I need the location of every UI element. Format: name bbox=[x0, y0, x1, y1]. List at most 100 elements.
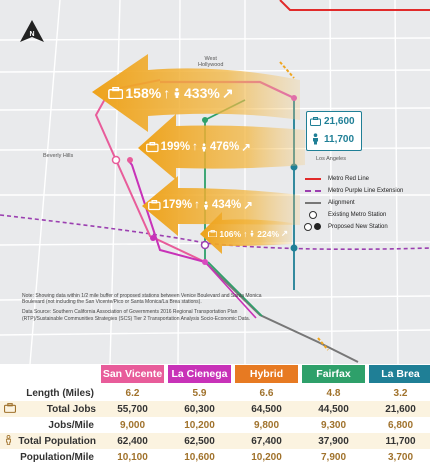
table-cell: 67,400 bbox=[251, 435, 282, 447]
person-icon bbox=[202, 143, 206, 152]
svg-text:N: N bbox=[29, 31, 34, 38]
table-cell: 3.2 bbox=[393, 387, 408, 399]
la-brea-population: 11,700 bbox=[324, 133, 355, 145]
row-label-text: Total Jobs bbox=[46, 403, 96, 415]
person-icon bbox=[250, 230, 254, 237]
table-row: Population/Mile 10,100 10,600 10,200 7,900 3,… bbox=[0, 449, 430, 465]
briefcase-icon bbox=[208, 229, 218, 238]
legend-item: Existing Metro Station bbox=[304, 209, 428, 221]
briefcase-icon bbox=[148, 200, 161, 211]
legend-purple-icon bbox=[304, 186, 322, 196]
map-legend: Metro Red Line Metro Purple Line Extensio… bbox=[304, 173, 428, 233]
briefcase-icon bbox=[4, 402, 16, 416]
metro-purple-line bbox=[0, 214, 430, 251]
person-icon bbox=[4, 434, 13, 449]
up-arrow-icon: ↑ bbox=[163, 85, 171, 102]
table-cell: 3,700 bbox=[387, 451, 414, 463]
up-arrow-icon: ↑ bbox=[192, 141, 198, 154]
row-label: Total Population bbox=[4, 433, 96, 449]
callout-3: 106% ↑ 224% ↗ bbox=[208, 228, 288, 239]
callout-jobs-pct: 158% bbox=[125, 85, 162, 102]
column-header: Fairfax bbox=[302, 365, 365, 383]
table-cell: 6.6 bbox=[259, 387, 274, 399]
table-cell: 10,600 bbox=[184, 451, 215, 463]
up-arrow-icon: ↗ bbox=[241, 142, 251, 155]
row-label: Total Jobs bbox=[4, 401, 96, 417]
legend-item: Metro Red Line bbox=[304, 173, 428, 185]
row-label: Length (Miles) bbox=[26, 387, 94, 399]
north-arrow-icon: N bbox=[18, 18, 46, 51]
table-cell: 9,000 bbox=[119, 419, 146, 431]
table-cell: 7,900 bbox=[320, 451, 347, 463]
callout-1: 199% ↑ 476% ↗ bbox=[146, 140, 251, 155]
comparison-table: San Vicente La Cienega Hybrid Fairfax La Bre… bbox=[0, 365, 430, 464]
legend-label: Alignment bbox=[328, 200, 355, 206]
briefcase-icon bbox=[310, 116, 321, 126]
up-arrow-icon: ↑ bbox=[243, 228, 248, 239]
place-beverly-hills: Beverly Hills bbox=[43, 153, 74, 159]
table-cell: 62,400 bbox=[117, 435, 148, 447]
table-cell: 37,900 bbox=[318, 435, 349, 447]
row-band bbox=[0, 401, 430, 417]
table-cell: 62,500 bbox=[184, 435, 215, 447]
legend-item: Proposed New Station bbox=[304, 221, 428, 233]
table-cell: 64,500 bbox=[251, 403, 282, 415]
table-cell: 5.9 bbox=[192, 387, 207, 399]
table-cell: 6.2 bbox=[125, 387, 140, 399]
legend-ring-icon bbox=[304, 210, 322, 220]
up-arrow-icon: ↑ bbox=[194, 199, 200, 212]
column-header: Hybrid bbox=[235, 365, 298, 383]
table-row: Total Jobs 55,700 60,300 64,500 44,500 21,600 bbox=[0, 401, 430, 417]
stations bbox=[111, 95, 298, 265]
row-label: Population/Mile bbox=[20, 451, 94, 463]
up-arrow-icon: ↗ bbox=[281, 228, 289, 239]
table-cell: 44,500 bbox=[318, 403, 349, 415]
callout-pop-pct: 434% bbox=[211, 199, 242, 212]
callout-2: 179% ↑ 434% ↗ bbox=[148, 198, 253, 213]
briefcase-icon bbox=[146, 142, 159, 153]
place-west-hollywood: West Hollywood bbox=[198, 56, 224, 68]
legend-gray-icon bbox=[304, 198, 322, 208]
table-cell: 10,200 bbox=[184, 419, 215, 431]
person-icon bbox=[313, 133, 318, 145]
legend-red-icon bbox=[304, 174, 322, 184]
legend-item: Alignment bbox=[304, 197, 428, 209]
callout-pop-pct: 476% bbox=[209, 141, 240, 154]
callout-jobs-pct: 179% bbox=[162, 199, 193, 212]
source-text: Data Source: Southern California Associa… bbox=[22, 309, 251, 322]
up-arrow-icon: ↗ bbox=[221, 84, 234, 101]
alignment-shared bbox=[204, 261, 359, 363]
table-cell: 10,200 bbox=[251, 451, 282, 463]
callout-pop-pct: 433% bbox=[184, 85, 220, 102]
la-brea-jobs: 21,600 bbox=[324, 115, 355, 127]
column-header: La Brea bbox=[369, 365, 430, 383]
table-row: Total Population 62,400 62,500 67,400 37,900… bbox=[0, 433, 430, 449]
column-header: San Vicente bbox=[101, 365, 164, 383]
map-note: Note: Showing data within 1/2 mile buffe… bbox=[22, 293, 272, 326]
person-icon bbox=[204, 201, 208, 210]
place-los-angeles: Los Angeles bbox=[316, 156, 346, 162]
person-icon bbox=[174, 88, 180, 98]
row-label-text: Total Population bbox=[18, 435, 96, 447]
callout-jobs-pct: 199% bbox=[160, 141, 191, 154]
table-cell: 60,300 bbox=[184, 403, 215, 415]
row-label: Jobs/Mile bbox=[48, 419, 94, 431]
column-header: La Cienega bbox=[168, 365, 231, 383]
legend-item: Metro Purple Line Extension bbox=[304, 185, 428, 197]
legend-label: Metro Red Line bbox=[328, 176, 370, 182]
legend-label: Metro Purple Line Extension bbox=[328, 188, 404, 194]
legend-pair-icon bbox=[304, 222, 322, 232]
table-cell: 11,700 bbox=[385, 435, 416, 447]
route-map bbox=[0, 0, 430, 364]
table-cell: 9,800 bbox=[253, 419, 280, 431]
table-row: Jobs/Mile 9,000 10,200 9,800 9,300 6,800 bbox=[0, 417, 430, 433]
arrow-callouts bbox=[92, 54, 305, 254]
table-cell: 4.8 bbox=[326, 387, 341, 399]
table-cell: 10,100 bbox=[117, 451, 148, 463]
table-cell: 55,700 bbox=[117, 403, 148, 415]
legend-label: Proposed New Station bbox=[328, 224, 388, 230]
note-text: Note: Showing data within 1/2 mile buffe… bbox=[22, 293, 262, 306]
callout-jobs-pct: 106% bbox=[219, 228, 242, 239]
callout-0: 158% ↑ 433% ↗ bbox=[108, 84, 234, 102]
metro-red-line bbox=[279, 0, 430, 11]
